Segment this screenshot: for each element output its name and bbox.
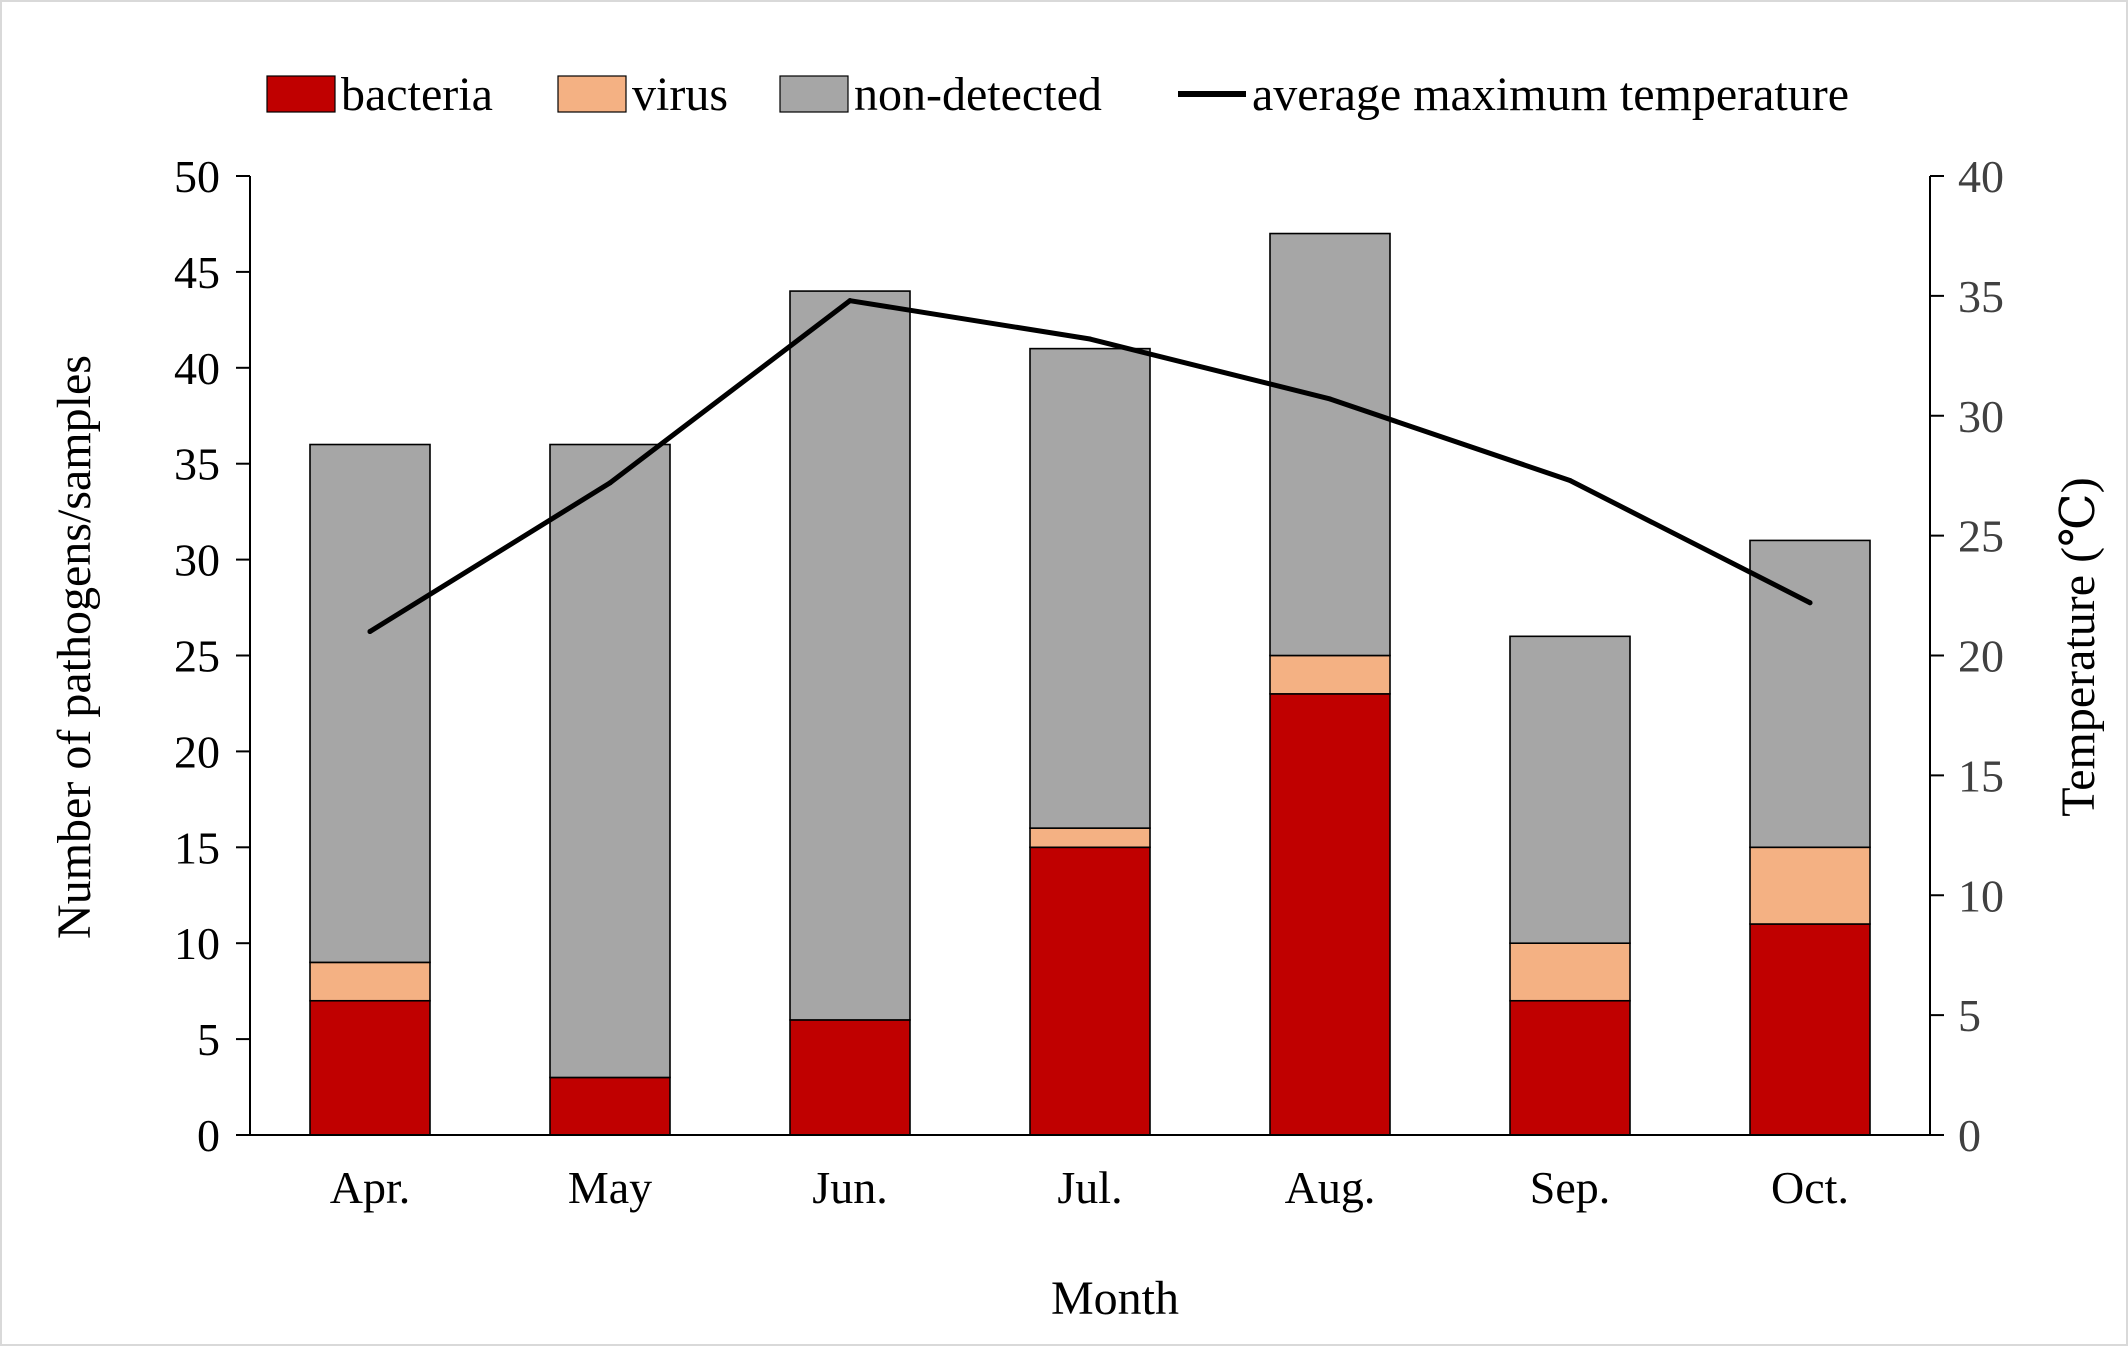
bar-bacteria-0 <box>309 999 431 1136</box>
left-tick-label: 15 <box>174 822 220 873</box>
right-tick-label: 30 <box>1958 391 2004 442</box>
left-tick-label: 30 <box>174 535 220 586</box>
left-y-axis: 0 5 10 15 20 25 30 35 40 45 50 <box>174 151 251 1161</box>
x-tick-label: Oct. <box>1771 1162 1849 1213</box>
x-tick-label: Jun. <box>812 1162 887 1213</box>
legend-swatch-1 <box>557 75 627 113</box>
left-tick-label: 0 <box>197 1110 220 1161</box>
legend-swatch-2 <box>779 75 849 113</box>
x-axis-title: Month <box>1051 1272 1179 1325</box>
bar-non-detected-2 <box>789 290 911 1021</box>
temperature-point-5 <box>1567 477 1573 483</box>
temperature-point-2 <box>847 298 853 304</box>
left-tick-label: 35 <box>174 439 220 490</box>
bar-non-detected-0 <box>309 443 431 964</box>
temperature-point-3 <box>1087 336 1093 342</box>
bar-non-detected-5 <box>1509 635 1631 945</box>
left-tick-label: 40 <box>174 343 220 394</box>
right-tick-label: 25 <box>1958 511 2004 562</box>
bar-bacteria-1 <box>549 1076 671 1136</box>
temperature-point-1 <box>607 480 613 486</box>
legend-swatch-0 <box>266 75 336 113</box>
legend-label-2: non-detected <box>854 68 1102 121</box>
temperature-point-6 <box>1807 600 1813 606</box>
left-tick-label: 50 <box>174 151 220 202</box>
right-tick-label: 40 <box>1958 151 2004 202</box>
x-tick-label: Aug. <box>1285 1162 1376 1213</box>
x-axis: Apr. May Jun. Jul. Aug. Sep. Oct. <box>250 1134 1930 1213</box>
bar-bacteria-4 <box>1269 693 1391 1136</box>
bar-non-detected-4 <box>1269 232 1391 657</box>
right-tick-label: 20 <box>1958 631 2004 682</box>
left-tick-label: 25 <box>174 631 220 682</box>
bar-virus-5 <box>1509 942 1631 1002</box>
legend-label-3: average maximum temperature <box>1252 68 1849 121</box>
bar-non-detected-6 <box>1749 539 1871 849</box>
right-tick-label: 35 <box>1958 271 2004 322</box>
legend-label-1: virus <box>632 68 728 121</box>
bar-non-detected-3 <box>1029 347 1151 829</box>
right-y-axis: 0 5 10 15 20 25 30 35 40 <box>1929 151 2004 1161</box>
x-tick-label: Jul. <box>1057 1162 1122 1213</box>
y-axis-title: Number of pathogens/samples <box>48 355 101 939</box>
y2-axis-title: Temperature (℃) <box>2052 477 2105 817</box>
left-tick-label: 5 <box>197 1014 220 1065</box>
right-tick-label: 15 <box>1958 750 2004 801</box>
bar-bacteria-5 <box>1509 999 1631 1136</box>
legend-label-0: bacteria <box>341 68 493 121</box>
right-tick-label: 5 <box>1958 990 1981 1041</box>
right-tick-label: 0 <box>1958 1110 1981 1161</box>
bar-non-detected-1 <box>549 443 671 1079</box>
bar-bacteria-3 <box>1029 846 1151 1136</box>
temperature-point-4 <box>1327 396 1333 402</box>
x-tick-label: Sep. <box>1530 1162 1611 1213</box>
legend: bacteria virus non-detected average maximum… <box>266 68 1849 121</box>
bar-virus-0 <box>309 961 431 1002</box>
right-tick-label: 10 <box>1958 870 2004 921</box>
bar-bacteria-2 <box>789 1019 911 1136</box>
bar-virus-6 <box>1749 846 1871 925</box>
temperature-point-0 <box>367 629 373 635</box>
x-tick-label: May <box>568 1162 652 1213</box>
left-tick-label: 45 <box>174 247 220 298</box>
left-tick-label: 20 <box>174 726 220 777</box>
bar-virus-3 <box>1029 827 1151 849</box>
x-tick-label: Apr. <box>330 1162 411 1213</box>
temperature-line-group <box>367 298 1813 635</box>
bar-bacteria-6 <box>1749 923 1871 1136</box>
left-tick-label: 10 <box>174 918 220 969</box>
bar-series-group <box>309 232 1871 1136</box>
bar-virus-4 <box>1269 654 1391 695</box>
